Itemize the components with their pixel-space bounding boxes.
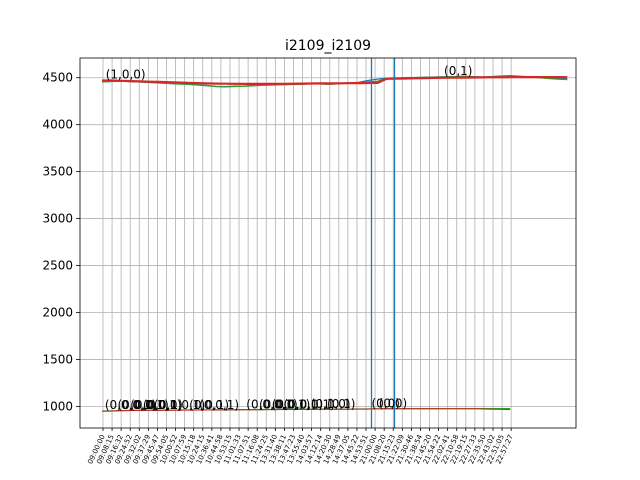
annotation-label: (1,0,0) [106, 68, 146, 82]
series-line [101, 408, 511, 412]
annotation-label: (0,0,0,1) [272, 398, 323, 412]
annotation-label: (0,0) [379, 396, 407, 410]
vertical-markers [370, 58, 396, 428]
y-tick-label: 1500 [42, 352, 73, 366]
annotation-label: (0,0,0,1) [130, 398, 181, 412]
series-lines [101, 75, 568, 412]
y-tick-label: 4000 [42, 118, 73, 132]
annotation-label: (0,0,1) [189, 398, 229, 412]
chart-title: i2109_i2109 [285, 38, 371, 54]
x-axis: 09:00:0009:08:1509:16:3209:24:5209:32:02… [86, 428, 515, 465]
y-axis: 1000 1500 2000 2500 3000 3500 4000 4500 [42, 71, 80, 413]
annotation-label: (0,0,0,1) [246, 398, 297, 412]
annotation-label: (0,0,0,1) [118, 398, 169, 412]
y-tick-label: 2500 [42, 259, 73, 273]
annotation-label: (0,0,0,1) [259, 398, 310, 412]
annotation-label: (0,0,0,1) [283, 398, 334, 412]
y-tick-label: 2000 [42, 305, 73, 319]
y-tick-label: 1000 [42, 399, 73, 413]
annotation-label: (0,0) [371, 396, 399, 410]
annotation-label: (0,0,1) [143, 398, 183, 412]
annotations: (1,0,0) (0,1)(0,0,0,1)(0,0,0,1)(0,0,0,1)(… [105, 64, 473, 412]
series-line [102, 75, 568, 86]
annotation-label: (0,1,0) [311, 397, 351, 411]
annotation-label: (0,1) [444, 64, 472, 78]
annotation-label: (0,0,0,1) [154, 398, 205, 412]
y-tick-label: 3500 [42, 165, 73, 179]
grid [80, 58, 576, 428]
annotation-label: (0,1) [327, 397, 355, 411]
y-tick-label: 3000 [42, 212, 73, 226]
plot-frame [79, 57, 577, 429]
y-tick-label: 4500 [42, 71, 73, 85]
annotation-label: (0,0,1) [199, 398, 239, 412]
annotation-label: (0,0,0,1) [105, 398, 156, 412]
